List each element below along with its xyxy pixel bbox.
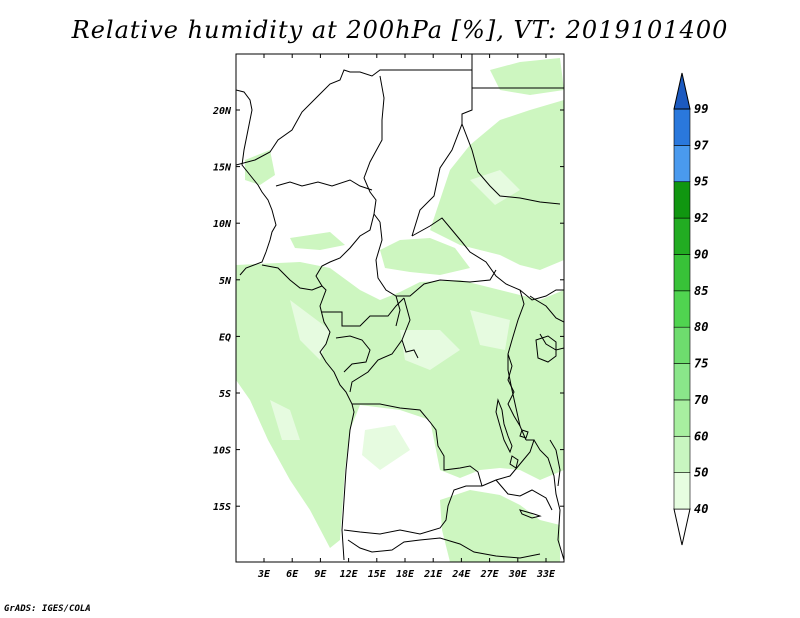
colorbar-label: 50 bbox=[694, 466, 708, 480]
border-extra-1 bbox=[401, 339, 419, 359]
colorbar-lower-tip bbox=[673, 508, 691, 546]
border-cameroon bbox=[315, 213, 375, 287]
border-extra-2 bbox=[395, 295, 401, 327]
border-car bbox=[375, 221, 497, 297]
map-frame bbox=[235, 53, 565, 563]
lon-label: 27E bbox=[480, 569, 500, 580]
colorbar-label: 70 bbox=[694, 393, 708, 407]
colorbar-segment bbox=[673, 145, 691, 183]
lat-label: 5S bbox=[219, 389, 231, 400]
colorbar-segment bbox=[673, 399, 691, 437]
border-drc-west bbox=[349, 297, 411, 393]
colorbar-segment bbox=[673, 472, 691, 510]
lon-label: 24E bbox=[451, 569, 471, 580]
colorbar-label: 90 bbox=[694, 247, 708, 261]
lon-label: 12E bbox=[340, 569, 359, 580]
border-east-3 bbox=[533, 439, 564, 561]
chart-title: Relative humidity at 200hPa [%], VT: 201… bbox=[71, 16, 729, 44]
colorbar-segment bbox=[673, 363, 691, 401]
border-malawi bbox=[549, 439, 561, 487]
lake-tanganyika bbox=[495, 398, 513, 454]
lon-label: 18E bbox=[396, 569, 415, 580]
border-congo bbox=[322, 297, 405, 327]
colorbar-label: 99 bbox=[694, 102, 708, 116]
border-sudan bbox=[411, 217, 564, 301]
lon-label: 15E bbox=[368, 569, 387, 580]
humidity-field bbox=[236, 58, 564, 562]
longitude-axis: 3E 6E 9E 12E 15E 18E 21E 24E 27E 30E 33E bbox=[257, 54, 556, 580]
coastline-gulf bbox=[261, 264, 355, 561]
lat-label: EQ bbox=[219, 332, 231, 343]
lat-label: 5N bbox=[219, 276, 232, 287]
lat-label: 20N bbox=[212, 106, 232, 117]
footer-credit: GrADS: IGES/COLA bbox=[4, 604, 91, 614]
coastline-west bbox=[236, 89, 277, 276]
colorbar-segment bbox=[673, 181, 691, 219]
colorbar-label: 80 bbox=[694, 320, 708, 334]
colorbar: 40 50 60 70 75 80 85 90 92 95 97 99 bbox=[673, 72, 709, 546]
lakes bbox=[495, 335, 557, 519]
colorbar-segment bbox=[673, 108, 691, 146]
colorbar-label: 75 bbox=[694, 357, 708, 371]
border-north-2 bbox=[411, 54, 473, 237]
border-east-1 bbox=[529, 295, 564, 323]
colorbar-label: 92 bbox=[694, 211, 708, 225]
colorbar-label: 85 bbox=[694, 284, 708, 298]
lat-label: 10N bbox=[213, 219, 232, 230]
colorbar-segment bbox=[673, 435, 691, 473]
lake-bangweulu bbox=[519, 429, 529, 439]
lat-label: 15N bbox=[213, 163, 232, 174]
border-nigeria bbox=[275, 179, 373, 191]
colorbar-label: 60 bbox=[694, 429, 708, 443]
lake-kariba bbox=[519, 509, 542, 519]
border-angola-south bbox=[343, 485, 482, 535]
colorbar-label: 97 bbox=[694, 138, 709, 152]
colorbar-label: 95 bbox=[694, 175, 708, 189]
lon-label: 9E bbox=[314, 569, 327, 580]
lat-label: 15S bbox=[213, 502, 231, 513]
colorbar-segment bbox=[673, 290, 691, 328]
border-east-lakes bbox=[507, 353, 521, 427]
border-angola bbox=[352, 403, 483, 487]
border-north-1 bbox=[236, 69, 472, 166]
lon-label: 6E bbox=[286, 569, 299, 580]
colorbar-upper-tip bbox=[673, 72, 691, 110]
border-zambia-2 bbox=[495, 479, 553, 511]
lon-label: 3E bbox=[257, 569, 271, 580]
colorbar-label: 40 bbox=[694, 502, 708, 516]
latitude-axis: 20N 15N 10N 5N EQ 5S 10S 15S bbox=[212, 106, 564, 513]
lat-label: 10S bbox=[213, 446, 231, 457]
border-drc-east bbox=[507, 289, 527, 441]
border-sudan-2 bbox=[461, 123, 561, 205]
border-gabon bbox=[335, 335, 371, 373]
country-borders bbox=[236, 54, 564, 561]
border-chad-nigeria bbox=[363, 75, 385, 223]
humidity-light-patches bbox=[270, 170, 520, 470]
lon-label: 33E bbox=[536, 569, 556, 580]
lon-label: 30E bbox=[508, 569, 528, 580]
border-namibia bbox=[347, 537, 541, 559]
colorbar-segment bbox=[673, 217, 691, 255]
colorbar-segment bbox=[673, 326, 691, 364]
border-east-2 bbox=[539, 333, 564, 351]
lake-victoria bbox=[535, 335, 557, 363]
lon-label: 21E bbox=[423, 569, 443, 580]
colorbar-segment bbox=[673, 254, 691, 292]
lake-mweru bbox=[509, 455, 519, 469]
